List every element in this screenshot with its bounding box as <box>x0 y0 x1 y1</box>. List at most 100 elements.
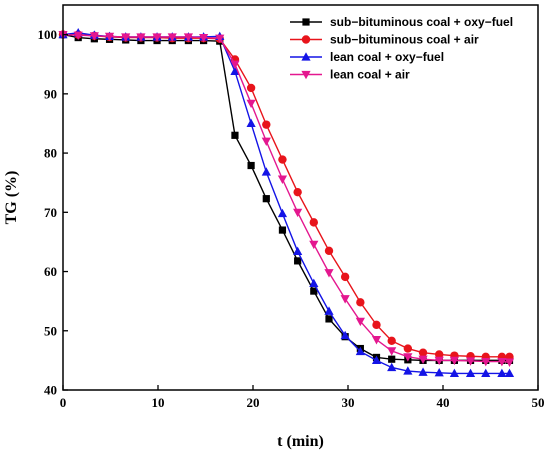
data-point <box>262 120 271 129</box>
data-point <box>465 368 476 378</box>
y-tick-label: 90 <box>44 86 57 101</box>
data-point <box>497 357 507 367</box>
data-point <box>230 60 240 70</box>
y-tick-label: 80 <box>44 146 57 161</box>
data-point <box>136 33 146 42</box>
data-point <box>371 336 382 345</box>
legend-item: lean coal + air <box>290 68 410 82</box>
data-point <box>340 295 350 304</box>
y-tick-label: 100 <box>38 27 58 42</box>
data-point <box>418 355 428 364</box>
data-point <box>294 257 302 265</box>
data-point <box>293 246 303 255</box>
data-point <box>403 353 413 362</box>
legend-item: sub−bituminous coal + oxy−fuel <box>290 15 513 29</box>
data-point <box>309 240 319 250</box>
legend-marker <box>301 70 311 80</box>
data-point <box>246 83 256 93</box>
data-point <box>434 368 444 377</box>
legend-label: lean coal + air <box>330 68 410 82</box>
y-tick-label: 70 <box>44 205 57 220</box>
data-point <box>324 246 334 256</box>
data-point <box>261 137 271 147</box>
data-point <box>325 315 333 323</box>
data-point <box>310 287 318 295</box>
data-point <box>356 298 365 307</box>
x-tick-label: 40 <box>437 395 450 410</box>
data-point <box>73 31 83 41</box>
data-point <box>215 34 225 43</box>
data-point <box>246 118 256 128</box>
data-point <box>355 346 365 356</box>
data-point <box>199 33 209 43</box>
series-1 <box>58 30 514 362</box>
data-point <box>104 32 115 42</box>
data-point <box>465 357 476 366</box>
x-tick-label: 10 <box>152 395 165 410</box>
legend: sub−bituminous coal + oxy−fuel sub−bitumi… <box>290 15 513 82</box>
data-point <box>372 320 381 330</box>
y-tick-label: 60 <box>44 264 57 279</box>
series-line <box>63 33 510 358</box>
data-point <box>371 355 382 364</box>
legend-label: sub−bituminous coal + oxy−fuel <box>330 15 513 29</box>
legend-label: lean coal + oxy−fuel <box>330 50 444 64</box>
data-point <box>355 317 365 327</box>
data-point <box>309 218 318 227</box>
series-2 <box>58 28 515 378</box>
data-point <box>403 344 413 353</box>
data-point <box>277 175 288 184</box>
legend-item: lean coal + oxy−fuel <box>290 50 444 64</box>
data-point <box>504 358 515 367</box>
series-line <box>62 33 510 363</box>
data-point <box>504 368 515 378</box>
data-point <box>293 187 302 197</box>
data-point <box>418 367 428 376</box>
series-0 <box>59 31 514 364</box>
data-point <box>293 208 303 218</box>
data-point <box>388 355 396 363</box>
data-point <box>230 66 240 75</box>
data-point <box>403 366 413 375</box>
data-point <box>418 348 428 357</box>
series-line <box>62 32 510 375</box>
data-point <box>183 33 193 42</box>
x-tick-label: 50 <box>532 395 545 410</box>
series-line <box>62 33 510 362</box>
y-axis-title: TG (%) <box>3 171 20 225</box>
data-point <box>340 330 350 340</box>
legend-marker <box>302 18 310 26</box>
legend-marker <box>301 35 311 44</box>
data-point <box>449 356 459 366</box>
data-point <box>278 226 287 234</box>
data-point <box>387 336 396 346</box>
data-point <box>261 167 271 176</box>
x-tick-label: 20 <box>247 395 260 410</box>
data-point <box>89 32 99 41</box>
data-point <box>121 33 131 42</box>
x-tick-label: 0 <box>60 395 67 410</box>
legend-marker <box>301 52 311 61</box>
data-point <box>231 131 239 139</box>
data-point <box>324 306 334 315</box>
data-point <box>340 272 350 282</box>
ticks-layer: 0 10 20 30 40 50 40 50 60 70 80 90 100 <box>38 27 545 410</box>
data-point <box>481 368 491 378</box>
data-point <box>167 33 177 42</box>
data-point <box>387 347 397 356</box>
y-tick-label: 40 <box>44 383 57 398</box>
data-point <box>152 33 162 42</box>
data-point <box>435 350 444 359</box>
legend-item: sub−bituminous coal + air <box>290 33 479 47</box>
data-point <box>246 99 256 109</box>
data-point <box>481 357 491 367</box>
plot-frame <box>62 4 539 391</box>
series-3 <box>58 31 515 367</box>
y-tick-label: 50 <box>44 323 57 338</box>
data-point <box>387 362 397 372</box>
data-point <box>277 208 288 218</box>
data-point <box>247 161 255 170</box>
data-point <box>278 155 287 164</box>
series-layer <box>58 28 515 378</box>
